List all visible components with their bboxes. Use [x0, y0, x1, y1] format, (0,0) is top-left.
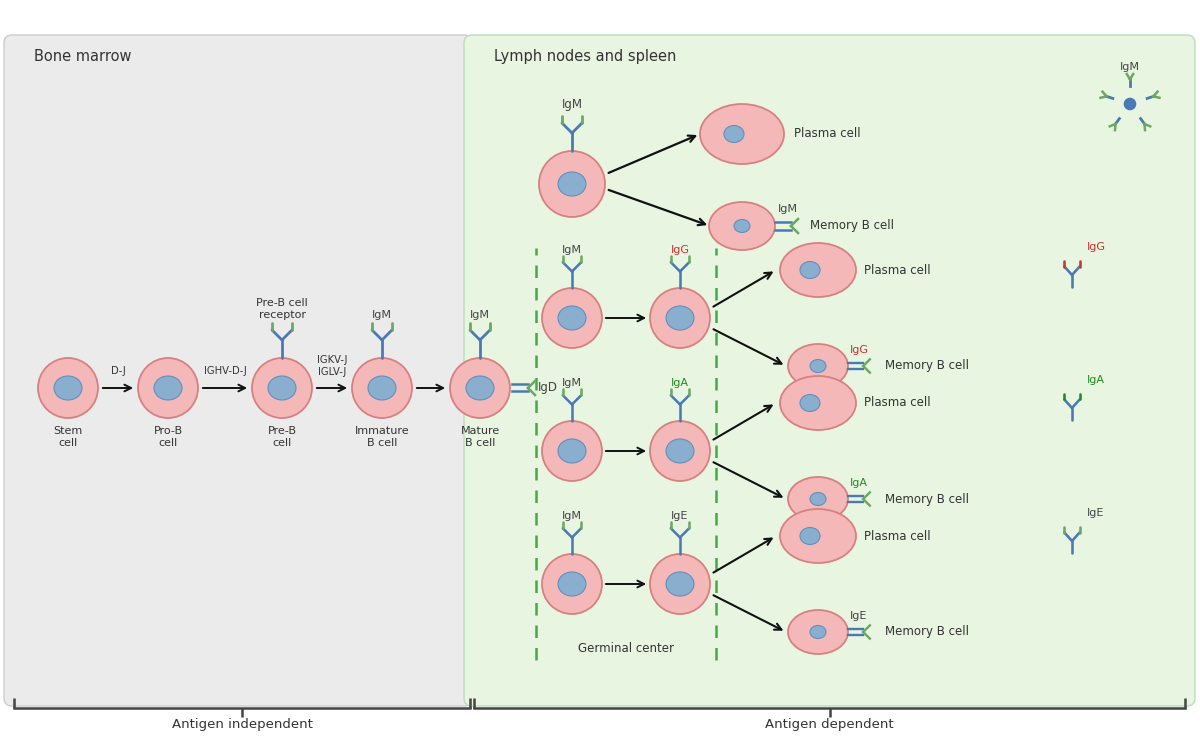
Text: IgE: IgE — [671, 511, 689, 521]
Ellipse shape — [788, 610, 848, 654]
Text: IgM: IgM — [562, 98, 582, 111]
Ellipse shape — [368, 376, 396, 400]
Text: IgA: IgA — [1087, 375, 1105, 385]
Text: Antigen independent: Antigen independent — [172, 718, 312, 731]
Ellipse shape — [709, 202, 775, 250]
Text: Plasma cell: Plasma cell — [794, 128, 860, 141]
Ellipse shape — [542, 288, 602, 348]
Ellipse shape — [54, 376, 82, 400]
Text: Pre-B cell
receptor: Pre-B cell receptor — [256, 299, 308, 320]
Text: IgG: IgG — [671, 245, 690, 255]
Ellipse shape — [154, 376, 182, 400]
Text: Memory B cell: Memory B cell — [810, 219, 894, 233]
FancyBboxPatch shape — [464, 35, 1195, 706]
Ellipse shape — [352, 358, 412, 418]
Ellipse shape — [650, 288, 710, 348]
Text: IgM: IgM — [562, 378, 582, 388]
FancyBboxPatch shape — [4, 35, 472, 706]
Ellipse shape — [558, 439, 586, 463]
Ellipse shape — [780, 509, 856, 563]
Ellipse shape — [466, 376, 494, 400]
Ellipse shape — [650, 554, 710, 614]
Ellipse shape — [138, 358, 198, 418]
Text: Germinal center: Germinal center — [578, 642, 674, 655]
Text: Plasma cell: Plasma cell — [864, 264, 931, 277]
Text: IgA: IgA — [850, 478, 868, 488]
Text: Antigen dependent: Antigen dependent — [766, 718, 894, 731]
Ellipse shape — [700, 104, 784, 164]
Text: Plasma cell: Plasma cell — [864, 396, 931, 410]
Ellipse shape — [252, 358, 312, 418]
Text: Memory B cell: Memory B cell — [886, 625, 970, 639]
Text: IGKV-J
IGLV-J: IGKV-J IGLV-J — [317, 355, 347, 377]
Text: Pre-B
cell: Pre-B cell — [268, 426, 296, 448]
Ellipse shape — [542, 554, 602, 614]
Text: IgM: IgM — [470, 310, 490, 320]
Text: Memory B cell: Memory B cell — [886, 360, 970, 373]
Ellipse shape — [788, 477, 848, 521]
Text: IgE: IgE — [850, 611, 868, 621]
Ellipse shape — [810, 492, 826, 506]
Ellipse shape — [724, 125, 744, 142]
Ellipse shape — [666, 572, 694, 596]
Text: Plasma cell: Plasma cell — [864, 529, 931, 543]
Text: IgE: IgE — [1087, 508, 1104, 518]
Ellipse shape — [558, 306, 586, 330]
Text: IgG: IgG — [1087, 242, 1106, 252]
Text: IgA: IgA — [671, 378, 689, 388]
Ellipse shape — [539, 151, 605, 217]
Ellipse shape — [666, 306, 694, 330]
Ellipse shape — [788, 344, 848, 388]
Ellipse shape — [268, 376, 296, 400]
Ellipse shape — [780, 243, 856, 297]
Text: IgM: IgM — [562, 511, 582, 521]
Text: IGHV-D-J: IGHV-D-J — [204, 366, 246, 376]
Ellipse shape — [800, 528, 820, 544]
Text: Pro-B
cell: Pro-B cell — [154, 426, 182, 448]
Ellipse shape — [734, 219, 750, 233]
Ellipse shape — [1123, 98, 1136, 110]
Ellipse shape — [650, 421, 710, 481]
Ellipse shape — [800, 262, 820, 278]
Text: Stem
cell: Stem cell — [53, 426, 83, 448]
Text: IgM: IgM — [562, 245, 582, 255]
Text: IgM: IgM — [372, 310, 392, 320]
Ellipse shape — [810, 360, 826, 373]
Ellipse shape — [558, 572, 586, 596]
Text: Memory B cell: Memory B cell — [886, 492, 970, 506]
Ellipse shape — [38, 358, 98, 418]
Text: Lymph nodes and spleen: Lymph nodes and spleen — [494, 49, 677, 64]
Text: IgG: IgG — [850, 345, 869, 355]
Text: IgM: IgM — [1120, 62, 1140, 72]
Text: Mature
B cell: Mature B cell — [461, 426, 499, 448]
Ellipse shape — [780, 376, 856, 430]
Ellipse shape — [542, 421, 602, 481]
Ellipse shape — [810, 625, 826, 639]
Text: Bone marrow: Bone marrow — [34, 49, 132, 64]
Ellipse shape — [558, 172, 586, 196]
Text: IgD: IgD — [538, 382, 558, 395]
Text: IgM: IgM — [778, 204, 798, 214]
Text: Immature
B cell: Immature B cell — [355, 426, 409, 448]
Ellipse shape — [800, 395, 820, 411]
Text: D-J: D-J — [110, 366, 125, 376]
Ellipse shape — [450, 358, 510, 418]
Ellipse shape — [666, 439, 694, 463]
